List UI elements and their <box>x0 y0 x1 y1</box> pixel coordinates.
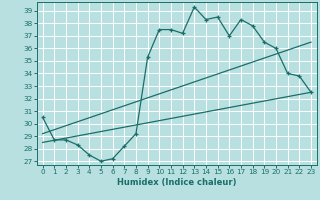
X-axis label: Humidex (Indice chaleur): Humidex (Indice chaleur) <box>117 178 236 187</box>
